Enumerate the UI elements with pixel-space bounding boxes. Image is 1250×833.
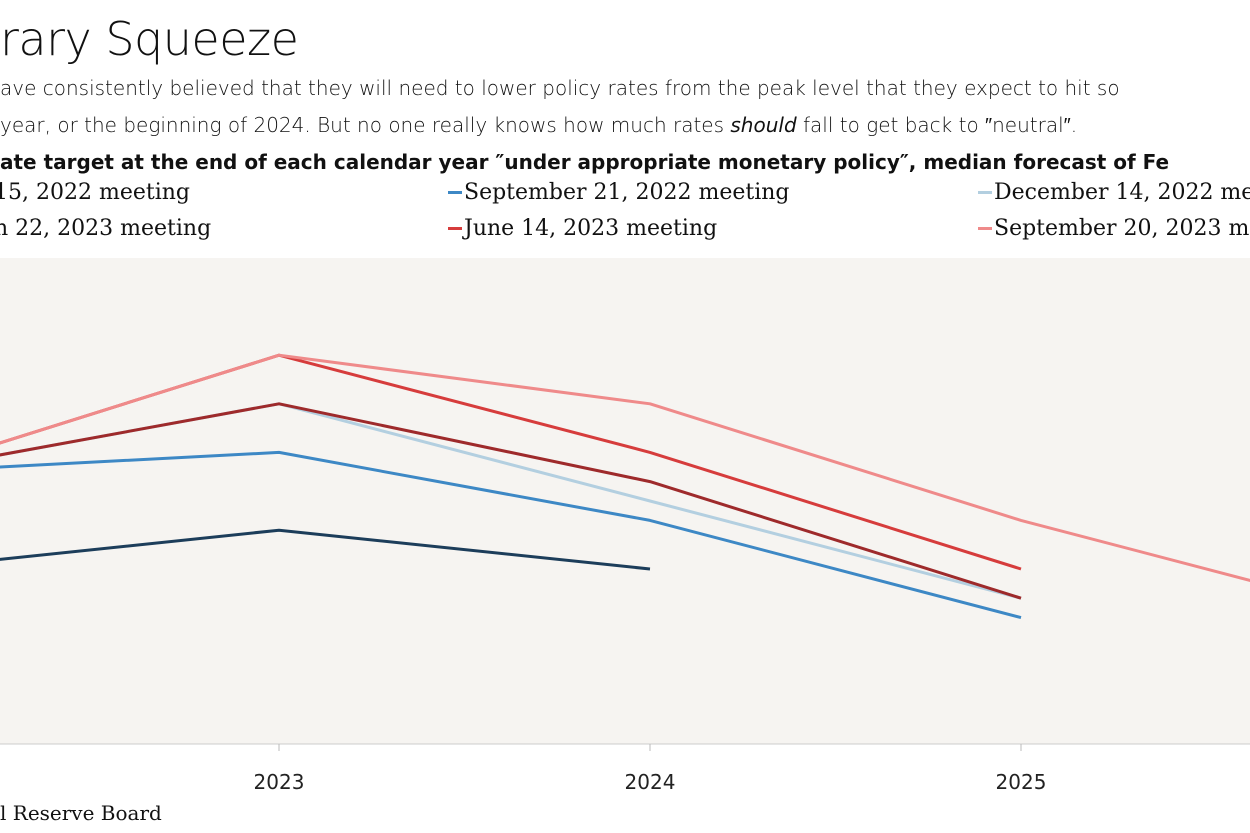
legend-item-september-2022: September 21, 2022 meeting <box>448 180 790 205</box>
legend-label: June 14, 2023 meeting <box>464 216 718 241</box>
series-line-june2022 <box>0 528 651 571</box>
legend-item-march-2023: h 22, 2023 meeting <box>0 216 211 241</box>
series-line-sep2022 <box>0 450 1022 620</box>
legend-swatch <box>978 191 992 194</box>
legend-label: 15, 2022 meeting <box>0 180 190 205</box>
plot-area <box>0 258 1250 744</box>
legend-swatch <box>448 227 462 230</box>
source-note: l Reserve Board <box>0 801 162 825</box>
legend-label: September 20, 2023 m <box>994 216 1250 241</box>
legend-item-december-2022: December 14, 2022 me <box>978 180 1250 205</box>
x-tick-label-2025: 2025 <box>996 770 1047 794</box>
subtitle-emphasis: should <box>730 113 797 137</box>
subtitle-text-end: fall to get back to ″neutral″. <box>796 113 1078 137</box>
legend-item-september-2023: September 20, 2023 m <box>978 216 1249 241</box>
chart-title: rary Squeeze <box>0 12 299 66</box>
legend-swatch <box>978 227 992 230</box>
x-tick-label-2024: 2024 <box>625 770 676 794</box>
legend-label: September 21, 2022 meeting <box>464 180 790 205</box>
legend-item-june-2023: June 14, 2023 meeting <box>448 216 717 241</box>
legend-label: December 14, 2022 me <box>994 180 1250 205</box>
x-axis-ticks: 2023 2024 2025 <box>254 744 1047 794</box>
series-line-sep2023 <box>0 353 1250 582</box>
subtitle-line-2: year, or the beginning of 2024. But no o… <box>0 112 1077 138</box>
series-lines <box>0 353 1250 620</box>
x-tick-label-2023: 2023 <box>254 770 305 794</box>
legend-item-june-2022: 15, 2022 meeting <box>0 180 190 205</box>
subtitle-text: year, or the beginning of 2024. But no o… <box>0 113 731 137</box>
legend-swatch <box>448 191 462 194</box>
chart-description: ate target at the end of each calendar y… <box>0 150 1170 174</box>
legend-label: h 22, 2023 meeting <box>0 216 212 241</box>
series-line-mar2023 <box>0 402 1022 600</box>
line-chart: 2023 2024 2025 <box>0 258 1250 794</box>
subtitle-line-1: ave consistently believed that they will… <box>0 76 1120 100</box>
